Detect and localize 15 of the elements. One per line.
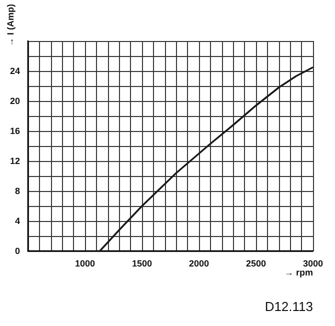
y-tick-label: 4 — [14, 216, 20, 226]
y-tick-label: 16 — [10, 126, 20, 136]
text: D12.113 — [264, 299, 313, 314]
x-axis-title: → rpm — [284, 268, 314, 278]
x-tick-label: 1500 — [132, 258, 152, 268]
y-tick-label: 12 — [10, 156, 20, 166]
x-tick-label: 3000 — [302, 258, 324, 268]
y-tick-label: 0 — [14, 246, 20, 256]
y-tick-label: 8 — [14, 186, 20, 196]
x-tick-label: 2000 — [188, 258, 210, 268]
y-tick-label: 20 — [10, 96, 20, 106]
y-axis-title: → I (Amp) — [6, 4, 16, 46]
x-tick-label: 1000 — [74, 258, 96, 268]
y-tick-label: 24 — [10, 66, 20, 76]
x-tick-label: 2500 — [246, 258, 266, 268]
